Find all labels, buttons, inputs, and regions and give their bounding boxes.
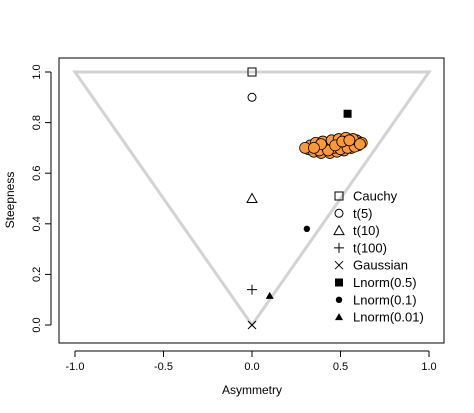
legend-label: Lnorm(0.1) bbox=[353, 292, 417, 307]
cluster-point bbox=[343, 134, 356, 147]
y-tick-label: 0.2 bbox=[31, 267, 43, 282]
x-tick-label: 0.5 bbox=[333, 361, 348, 373]
reference-point bbox=[247, 320, 257, 330]
reference-point bbox=[247, 92, 257, 102]
y-tick-label: 0.8 bbox=[31, 115, 43, 130]
reference-point bbox=[247, 284, 257, 295]
reference-point bbox=[303, 225, 311, 233]
reference-points bbox=[246, 67, 352, 330]
cluster-point bbox=[354, 138, 366, 151]
legend-label: t(10) bbox=[353, 223, 380, 238]
x-tick-label: 1.0 bbox=[421, 361, 436, 373]
legend-label: Gaussian bbox=[353, 258, 408, 273]
plot-frame bbox=[58, 57, 445, 344]
legend-symbol bbox=[334, 260, 344, 270]
legend-symbol bbox=[334, 208, 344, 218]
y-tick-label: 0.4 bbox=[31, 216, 43, 231]
legend-label: t(5) bbox=[353, 206, 373, 221]
cluster-points bbox=[299, 131, 368, 159]
x-axis: -1.0 -0.5 0.0 0.5 1.0 bbox=[66, 350, 437, 373]
legend-symbol bbox=[335, 278, 343, 287]
legend-label: Lnorm(0.01) bbox=[353, 310, 424, 325]
legend-label: Cauchy bbox=[353, 189, 398, 204]
y-tick-label: 0.0 bbox=[31, 317, 43, 332]
cluster-point bbox=[308, 141, 320, 154]
legend-symbol bbox=[333, 224, 345, 236]
reference-point bbox=[343, 109, 352, 118]
y-tick-label: 0.6 bbox=[31, 166, 43, 181]
y-axis: 0.0 0.2 0.4 0.6 0.8 1.0 bbox=[31, 64, 52, 333]
boundary-triangle bbox=[72, 70, 432, 328]
legend-symbol bbox=[334, 242, 344, 253]
legend-symbol bbox=[334, 191, 344, 201]
reference-point bbox=[246, 192, 258, 203]
x-tick-label: 0.0 bbox=[244, 361, 259, 373]
x-axis-title: Asymmetry bbox=[222, 383, 282, 397]
legend-label: t(100) bbox=[353, 240, 387, 255]
legend-symbol bbox=[335, 313, 343, 321]
x-tick-label: -1.0 bbox=[66, 361, 85, 373]
legend: Cauchy t(5) t(10) t(100) Gaussian Lnorm(0.5) L… bbox=[333, 189, 424, 325]
x-tick-label: -0.5 bbox=[154, 361, 173, 373]
legend-symbol bbox=[335, 296, 343, 303]
reference-point bbox=[247, 67, 257, 77]
y-tick-label: 1.0 bbox=[31, 64, 43, 79]
reference-point bbox=[265, 291, 274, 299]
y-axis-title: Steepness bbox=[3, 172, 17, 229]
legend-label: Lnorm(0.5) bbox=[353, 275, 417, 290]
